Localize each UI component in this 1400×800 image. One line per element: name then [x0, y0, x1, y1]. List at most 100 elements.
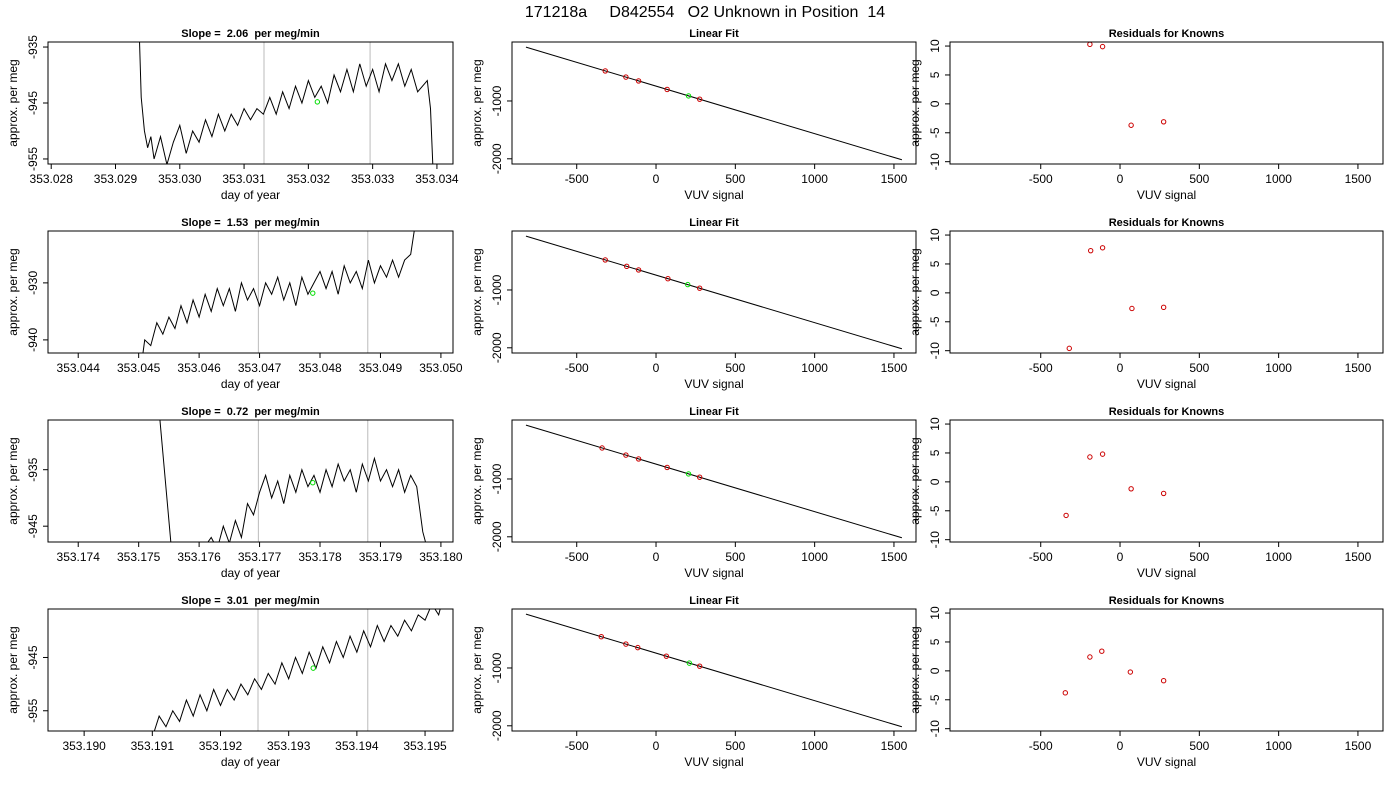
- x-tick-label: 353.032: [287, 172, 331, 186]
- x-tick-label: 0: [653, 550, 660, 564]
- x-tick-label: 353.044: [57, 361, 101, 375]
- plot-frame: [47, 230, 454, 354]
- y-tick-label: -10: [928, 342, 942, 360]
- data-point: [696, 96, 703, 102]
- fit-line: [525, 46, 903, 161]
- x-tick-label: 1000: [1265, 550, 1292, 564]
- fit-line: [525, 613, 903, 728]
- x-tick-label: 353.049: [359, 361, 403, 375]
- data-point: [665, 276, 671, 282]
- x-tick-label: 1000: [1265, 361, 1292, 375]
- y-tick-label: -1000: [490, 85, 504, 116]
- x-axis-label: VUV signal: [1137, 188, 1196, 202]
- y-tick-label: 10: [928, 39, 942, 53]
- y-tick-label: -2000: [490, 710, 504, 741]
- x-tick-label: 500: [1189, 361, 1209, 375]
- y-axis-label: approx. per meg: [470, 437, 484, 524]
- x-tick-label: 353.191: [131, 739, 175, 753]
- data-point: [635, 267, 642, 273]
- x-tick-label: 353.180: [419, 550, 463, 564]
- y-tick-label: 5: [928, 71, 942, 78]
- x-tick-label: 353.174: [57, 550, 101, 564]
- data-point: [1063, 512, 1069, 519]
- x-tick-label: 0: [1117, 361, 1124, 375]
- y-tick-label: 10: [928, 228, 942, 242]
- x-tick-label: 500: [1189, 550, 1209, 564]
- highlight-point: [685, 281, 691, 288]
- plot-frame: [949, 608, 1384, 732]
- data-point: [623, 74, 629, 80]
- panel-title: Residuals for Knowns: [1109, 595, 1225, 607]
- panel-title: Linear Fit: [689, 217, 739, 229]
- plot-area: [1087, 42, 1167, 128]
- x-tick-label: 1500: [881, 361, 908, 375]
- panel-title: Slope = 0.72 per meg/min: [181, 406, 320, 418]
- data-point: [1099, 648, 1105, 654]
- plot-area: [153, 609, 441, 731]
- x-tick-label: 353.028: [30, 172, 74, 186]
- x-tick-label: 353.029: [94, 172, 138, 186]
- panel-title: Linear Fit: [689, 406, 739, 418]
- data-point: [1129, 305, 1135, 312]
- data-point: [599, 445, 605, 451]
- y-tick-label: 0: [928, 667, 942, 674]
- data-point: [623, 641, 629, 647]
- data-point: [1099, 245, 1106, 251]
- plot-area: [159, 420, 427, 542]
- data-point: [1087, 247, 1094, 254]
- data-point: [1066, 345, 1072, 352]
- panel-title: Residuals for Knowns: [1109, 28, 1225, 40]
- plot-area: [525, 613, 903, 728]
- y-tick-label: -1000: [490, 274, 504, 305]
- data-point: [623, 263, 630, 270]
- x-tick-label: 1000: [1265, 739, 1292, 753]
- plot-area: [525, 235, 903, 350]
- series-line: [139, 42, 434, 164]
- plot-frame: [511, 230, 917, 354]
- data-point: [1127, 669, 1134, 675]
- x-tick-label: 353.190: [62, 739, 106, 753]
- y-tick-label: 0: [928, 289, 942, 296]
- data-point: [1160, 304, 1167, 311]
- series-line: [153, 609, 441, 731]
- x-tick-label: -500: [565, 361, 589, 375]
- data-point: [635, 78, 642, 84]
- x-tick-label: 353.031: [222, 172, 266, 186]
- panel-title: Slope = 3.01 per meg/min: [181, 595, 320, 607]
- y-tick-label: -945: [26, 645, 40, 669]
- y-tick-label: -945: [26, 91, 40, 115]
- x-tick-label: 1500: [1345, 550, 1372, 564]
- x-tick-label: -500: [1029, 172, 1053, 186]
- x-axis-label: day of year: [221, 188, 280, 202]
- x-tick-label: 0: [1117, 739, 1124, 753]
- y-axis-label: approx. per meg: [6, 437, 20, 524]
- y-tick-label: -5: [928, 694, 942, 705]
- y-tick-label: -930: [26, 271, 40, 295]
- plot-frame: [949, 419, 1384, 543]
- x-tick-label: 500: [725, 172, 745, 186]
- x-tick-label: 1500: [881, 550, 908, 564]
- y-tick-label: -10: [928, 153, 942, 171]
- x-tick-label: 353.046: [177, 361, 221, 375]
- x-axis-label: day of year: [221, 566, 280, 580]
- plot-frame: [47, 608, 454, 732]
- highlight-point: [310, 290, 316, 296]
- y-tick-label: -10: [928, 720, 942, 738]
- x-tick-label: 353.178: [298, 550, 342, 564]
- data-point: [623, 452, 629, 458]
- x-tick-label: 1500: [881, 172, 908, 186]
- y-tick-label: -5: [928, 505, 942, 516]
- data-point: [1062, 690, 1069, 696]
- x-tick-label: 500: [1189, 739, 1209, 753]
- data-point: [696, 285, 703, 291]
- panel-title: Linear Fit: [689, 28, 739, 40]
- data-point: [635, 644, 641, 651]
- panel-title: Residuals for Knowns: [1109, 406, 1225, 418]
- x-tick-label: 1000: [801, 739, 828, 753]
- y-tick-label: 5: [928, 449, 942, 456]
- x-tick-label: 353.192: [199, 739, 243, 753]
- data-point: [1128, 486, 1134, 492]
- x-axis-label: day of year: [221, 377, 280, 391]
